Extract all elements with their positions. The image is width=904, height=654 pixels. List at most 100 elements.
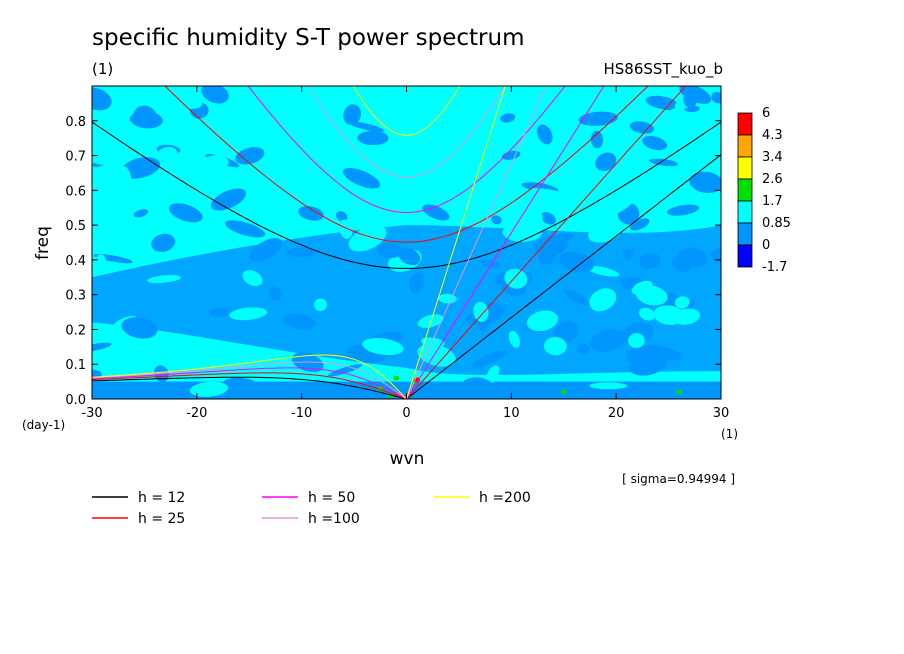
rossby-curve — [92, 372, 407, 399]
field-maximum — [676, 389, 683, 395]
field-patch — [343, 104, 361, 125]
field-patch — [189, 381, 229, 397]
field-patch — [544, 337, 567, 356]
field-patch — [653, 305, 685, 325]
legend-label: h = 25 — [138, 511, 185, 527]
field-patch — [576, 343, 590, 355]
field-patch — [209, 307, 230, 318]
field-patch — [92, 144, 111, 165]
rossby-curve — [92, 367, 407, 399]
y-axis-label: freq — [33, 226, 53, 260]
y-tick-label: 0.5 — [65, 219, 86, 234]
field-patch — [540, 212, 556, 225]
colorbar-label: 0 — [762, 238, 770, 253]
field-patch — [204, 155, 229, 169]
field-patch — [96, 254, 107, 269]
field-patch — [397, 247, 421, 266]
legend: h = 12 h = 25 h = 50 h =100 h =200 — [92, 490, 531, 527]
y-tick-label: 0.4 — [65, 254, 86, 269]
field-patch — [156, 146, 178, 164]
field-patch — [649, 346, 682, 361]
field-maximum — [560, 389, 567, 395]
y-unit-label: (day-1) — [22, 418, 65, 432]
kelvin-curve — [406, 86, 605, 399]
x-unit-label: (1) — [721, 427, 738, 441]
chart-title: specific humidity S-T power spectrum — [92, 25, 524, 51]
field-patch — [706, 102, 721, 118]
field-patch — [589, 288, 617, 312]
colorbar-swatch — [737, 178, 753, 202]
field-patch — [388, 153, 401, 161]
colorbar: 6 4.3 3.4 2.6 1.7 0.85 0 -1.7 — [737, 106, 791, 275]
field-patch — [683, 88, 698, 108]
field-patch — [473, 301, 489, 322]
field-patch — [666, 204, 700, 216]
field-patch — [314, 298, 327, 312]
field-patch — [628, 333, 645, 349]
field-patch — [298, 205, 324, 221]
field-patch — [165, 118, 189, 127]
field-patch — [478, 122, 502, 140]
field-patch — [590, 336, 602, 350]
field-patch — [409, 272, 424, 294]
field-patch — [586, 265, 620, 277]
field-patch — [703, 144, 714, 155]
field-patch — [711, 248, 721, 263]
x-tick-label: -20 — [186, 406, 207, 421]
y-tick-label: 0.3 — [65, 289, 86, 304]
rossby-curve — [92, 376, 407, 399]
field-patch — [357, 130, 389, 146]
field-patch — [485, 365, 500, 384]
field-patch — [471, 350, 509, 368]
field-patch — [133, 209, 149, 218]
colorbar-label: -1.7 — [762, 260, 787, 275]
field-patch — [222, 377, 262, 396]
field-patch — [534, 235, 564, 255]
field-patch — [636, 285, 668, 306]
field-patch — [460, 377, 496, 399]
field-patch — [235, 147, 265, 165]
y-axis-ticks: 0.0 0.1 0.2 0.3 0.4 0.5 0.6 0.7 0.8 — [65, 115, 721, 408]
field-patch — [442, 132, 460, 141]
field-patch — [224, 220, 266, 238]
field-patch — [348, 121, 384, 132]
gravity-curve — [92, 121, 721, 269]
gravity-curve — [352, 86, 461, 136]
colorbar-label: 1.7 — [762, 194, 783, 209]
field-patch — [268, 285, 282, 301]
field-patch — [242, 270, 263, 287]
colorbar-label: 3.4 — [762, 150, 783, 165]
legend-label: h =200 — [479, 490, 531, 506]
field-patch — [476, 259, 501, 268]
field-patch — [638, 307, 655, 321]
field-patch — [211, 89, 227, 104]
field-patch — [168, 203, 203, 223]
x-tick-label: 0 — [402, 406, 410, 421]
field-patch — [599, 196, 635, 218]
y-tick-label: 0.7 — [65, 150, 86, 165]
field-patch — [629, 121, 654, 134]
field-patch — [462, 109, 474, 126]
y-tick-label: 0.8 — [65, 115, 86, 130]
dispersion-curves — [92, 86, 721, 399]
field-patch — [642, 135, 668, 151]
field-patch — [313, 181, 336, 188]
field-patch — [518, 383, 555, 399]
field-maximum — [393, 375, 400, 381]
field-patch — [689, 171, 721, 193]
field-patch — [151, 233, 176, 253]
field-patch — [181, 234, 198, 250]
colorbar-swatch — [737, 156, 753, 180]
x-axis-ticks: -30 -20 -10 0 10 20 30 — [81, 86, 729, 421]
field-patch — [595, 152, 617, 171]
field-patch — [417, 344, 456, 367]
field-patch — [176, 96, 202, 109]
field-patch — [109, 124, 122, 134]
colorbar-swatch — [737, 200, 753, 224]
field-patch — [526, 310, 559, 332]
field-patch — [342, 167, 381, 189]
field-patch — [578, 111, 618, 126]
field-patch — [639, 252, 661, 269]
field-patch — [629, 218, 650, 231]
